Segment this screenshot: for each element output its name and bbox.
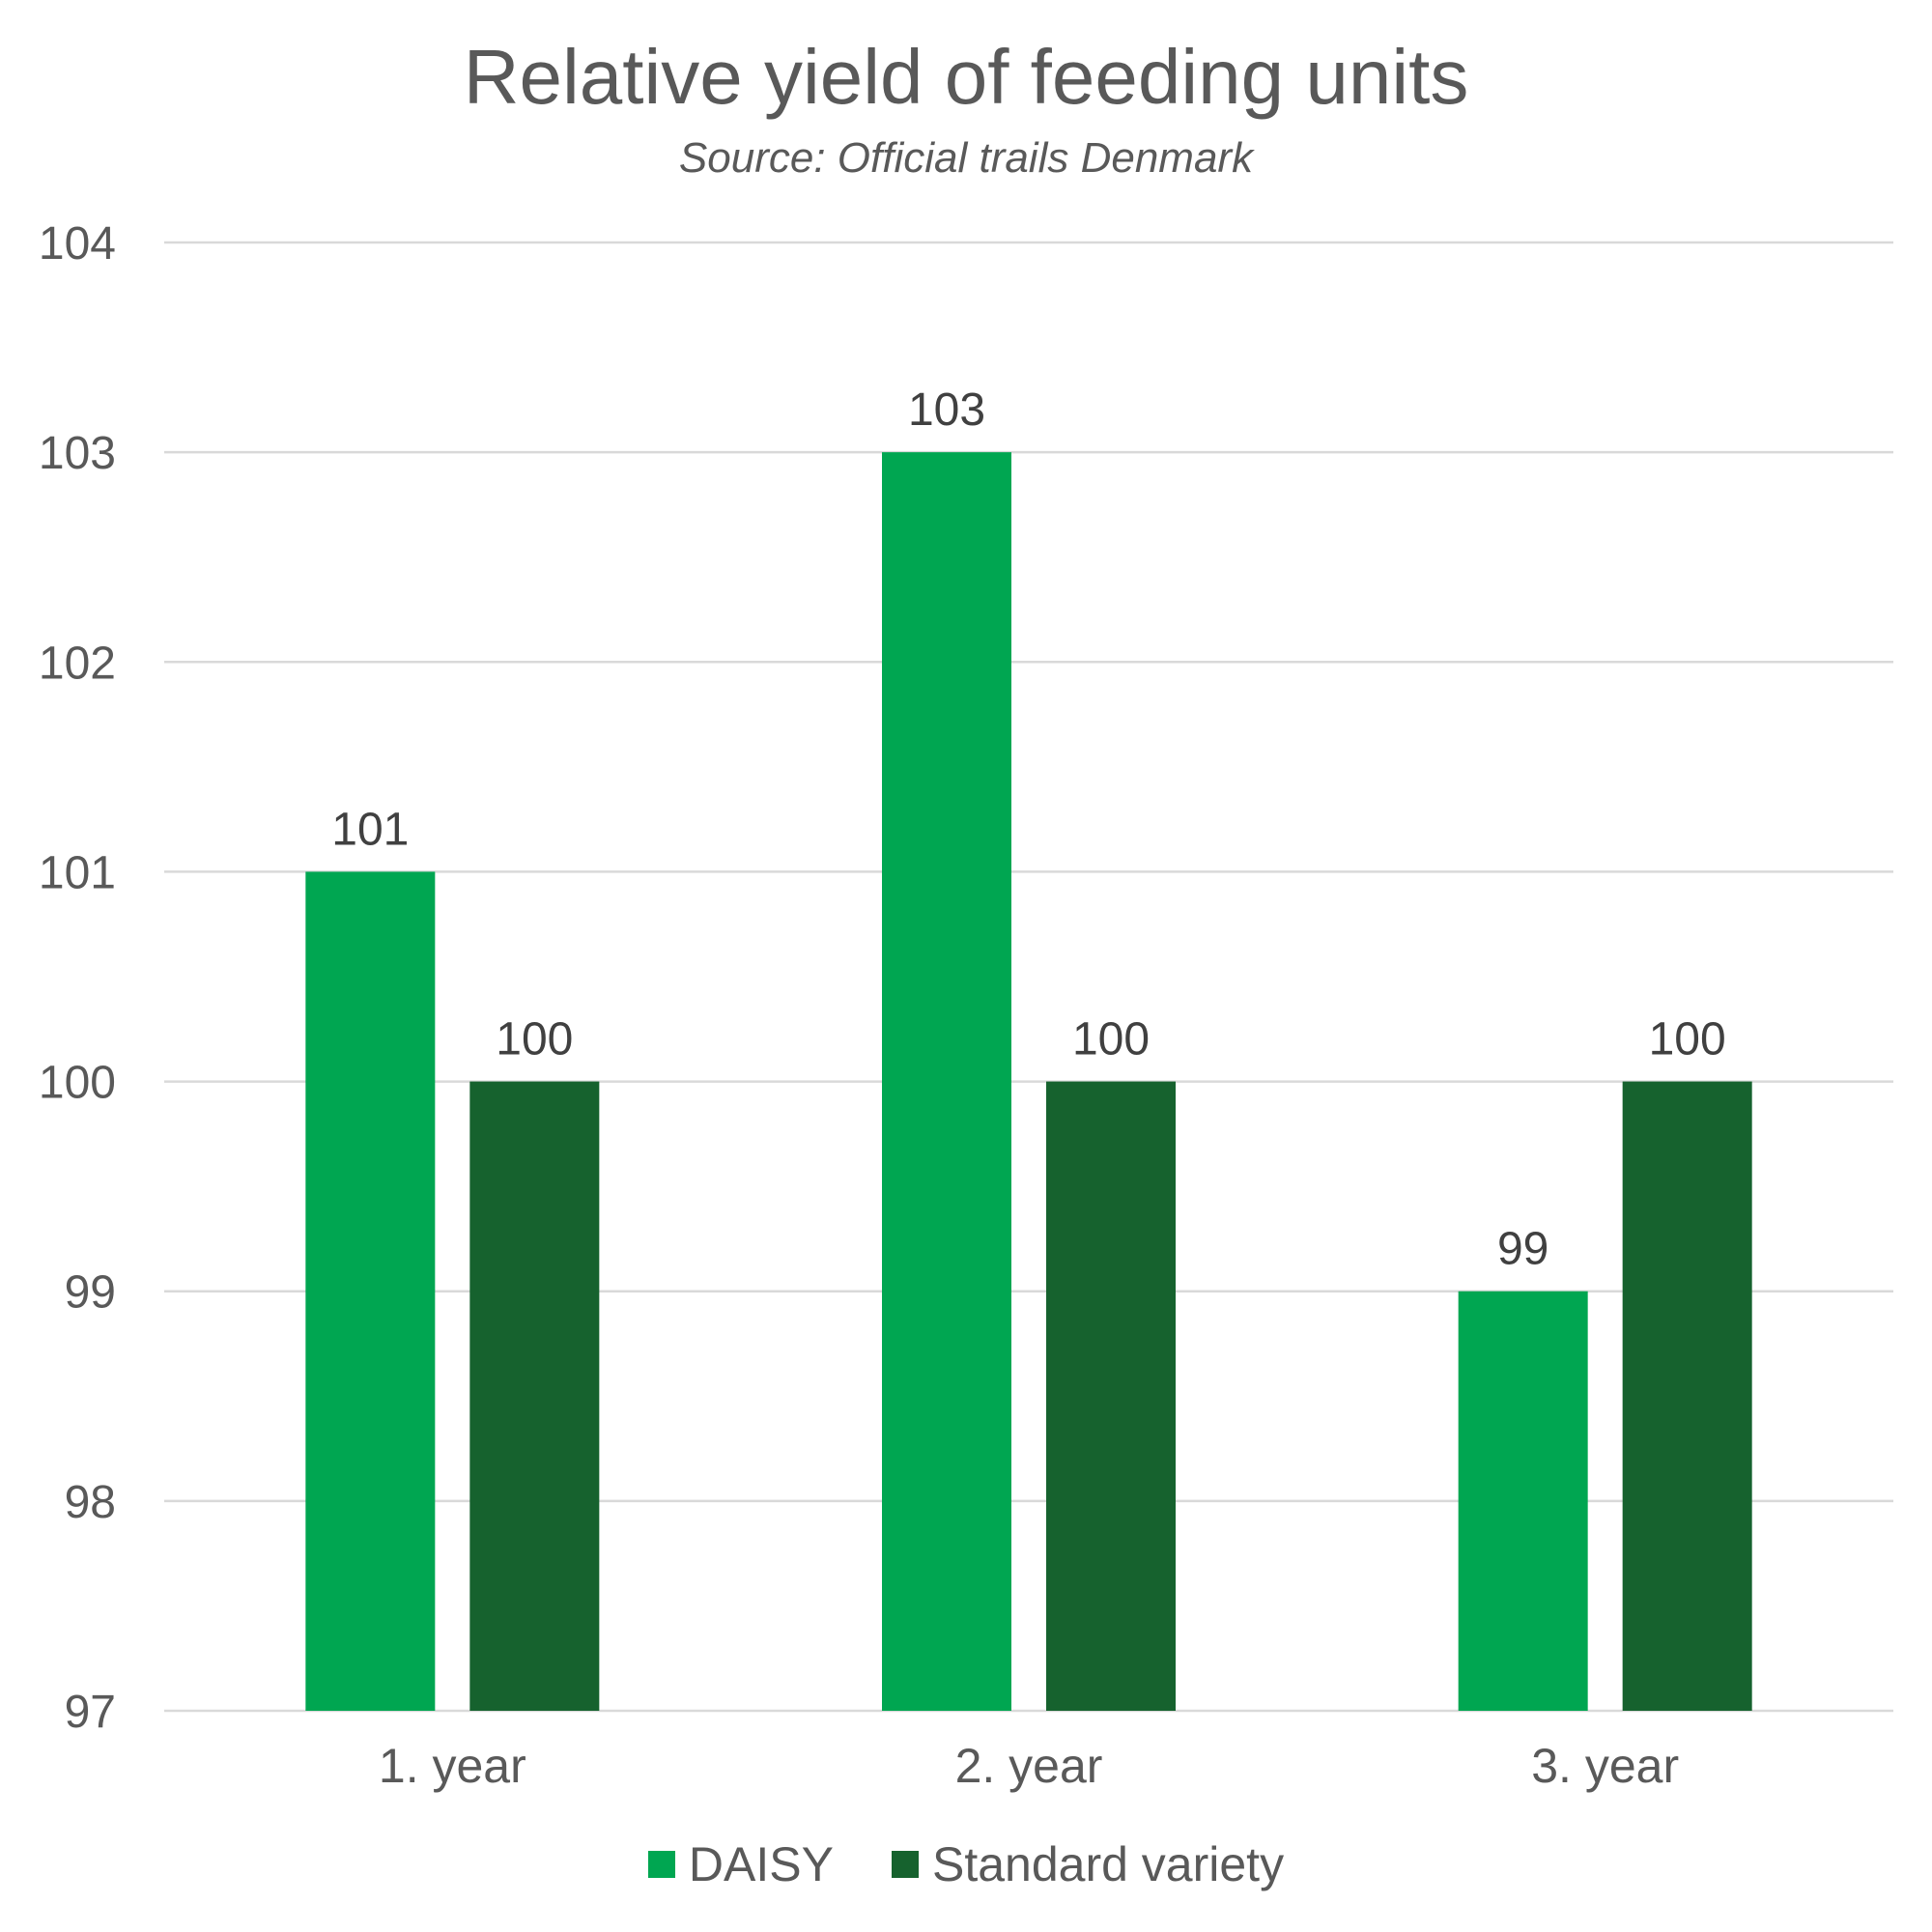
y-axis-ticks: 97 98 99 100 101 102 103 104 <box>39 218 116 1738</box>
data-label-daisy-2: 103 <box>908 384 985 436</box>
bar-standard-variety-2[interactable] <box>1046 1081 1176 1711</box>
x-tick-label-1: 1. year <box>379 1739 526 1793</box>
legend: DAISY Standard variety <box>0 1840 1932 1889</box>
bars <box>305 452 1752 1712</box>
data-label-standard-variety-1: 100 <box>496 1014 573 1065</box>
bar-daisy-2[interactable] <box>882 452 1011 1712</box>
y-tick-label-102: 102 <box>39 638 116 689</box>
y-tick-label-100: 100 <box>39 1058 116 1109</box>
y-tick-label-104: 104 <box>39 218 116 270</box>
data-labels: 101 100 103 100 99 100 <box>331 384 1725 1275</box>
bar-standard-variety-1[interactable] <box>469 1081 600 1711</box>
y-tick-label-99: 99 <box>65 1267 116 1319</box>
legend-swatch-daisy <box>647 1851 675 1878</box>
bar-daisy-1[interactable] <box>305 871 436 1711</box>
x-tick-label-2: 2. year <box>955 1739 1103 1793</box>
y-tick-label-101: 101 <box>39 847 116 898</box>
bar-standard-variety-3[interactable] <box>1622 1081 1752 1711</box>
legend-item-standard-variety[interactable]: Standard variety <box>891 1837 1285 1891</box>
bar-daisy-3[interactable] <box>1458 1291 1588 1711</box>
y-tick-label-97: 97 <box>65 1687 116 1738</box>
legend-swatch-standard-variety <box>891 1851 919 1878</box>
data-label-daisy-1: 101 <box>331 804 409 855</box>
chart-subtitle: Source: Official trails Denmark <box>678 134 1254 182</box>
legend-label-standard-variety: Standard variety <box>931 1837 1285 1891</box>
data-label-daisy-3: 99 <box>1497 1224 1548 1275</box>
x-tick-label-3: 3. year <box>1531 1739 1679 1793</box>
gridlines <box>164 241 1893 1713</box>
y-tick-label-98: 98 <box>65 1477 116 1528</box>
legend-item-daisy[interactable]: DAISY <box>647 1837 834 1891</box>
x-axis-ticks: 1. year 2. year 3. year <box>379 1739 1679 1793</box>
chart-title: Relative yield of feeding units <box>463 34 1469 120</box>
legend-label-daisy: DAISY <box>688 1837 834 1891</box>
data-label-standard-variety-3: 100 <box>1649 1014 1726 1065</box>
y-tick-label-103: 103 <box>39 428 116 479</box>
data-label-standard-variety-2: 100 <box>1072 1014 1150 1065</box>
